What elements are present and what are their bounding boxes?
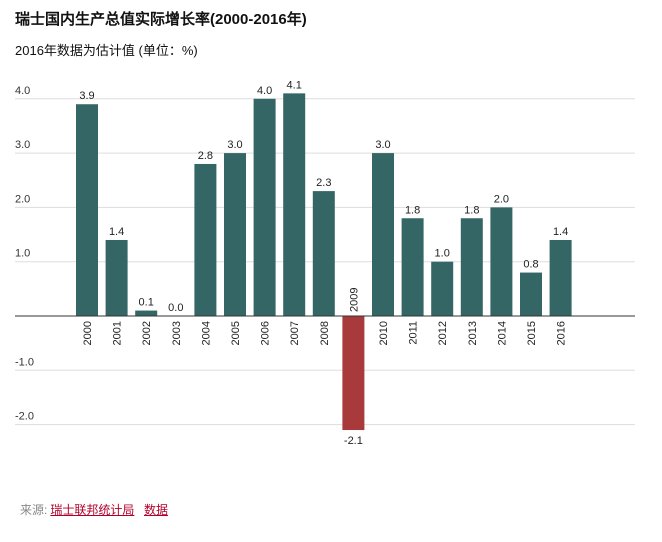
source-label: 来源: — [20, 503, 48, 517]
y-tick-label: 1.0 — [15, 248, 30, 260]
x-tick-label: 2003 — [171, 321, 183, 345]
x-tick-label: 2010 — [378, 321, 390, 345]
bar — [135, 310, 158, 316]
x-tick-label: 2016 — [556, 321, 568, 345]
source-link-data[interactable]: 数据 — [144, 503, 169, 517]
value-label: 4.0 — [257, 85, 272, 97]
bar — [224, 153, 246, 316]
bar — [253, 98, 276, 316]
bar — [549, 239, 572, 316]
x-tick-label: 2008 — [319, 321, 331, 345]
chart-title: 瑞士国内生产总值实际增长率(2000-2016年) — [15, 11, 307, 28]
bar — [372, 153, 394, 316]
y-tick-label: 2.0 — [15, 193, 30, 205]
bar — [283, 93, 306, 317]
x-tick-label: 2012 — [437, 321, 449, 345]
value-label: -2.1 — [344, 435, 363, 447]
y-tick-label: -2.0 — [15, 411, 34, 423]
y-tick-label: 3.0 — [15, 139, 30, 151]
bar — [76, 104, 98, 316]
x-tick-label: 2002 — [141, 321, 153, 345]
source-line: 来源: 瑞士联邦统计局 数据 — [20, 501, 168, 518]
value-label: 1.4 — [109, 226, 124, 238]
bar — [194, 163, 217, 316]
x-tick-label: 2014 — [496, 321, 508, 345]
x-tick-label: 2000 — [82, 321, 94, 345]
y-tick-label: -1.0 — [15, 356, 34, 368]
bar — [490, 207, 513, 316]
value-label: 2.3 — [316, 177, 331, 189]
bar — [431, 261, 454, 316]
value-label: 1.4 — [553, 226, 568, 238]
x-tick-label: 2004 — [200, 321, 212, 345]
bar-chart: 4.0 3.0 2.0 1.0 -1.0 -2.0 3.9 2000 1.4 2001 0.1 200… — [15, 79, 635, 447]
value-label: 3.9 — [79, 90, 94, 102]
value-label: 0.8 — [523, 259, 538, 271]
value-label: 0.0 — [168, 302, 183, 314]
bar — [460, 218, 483, 316]
value-label: 4.1 — [287, 79, 302, 91]
x-tick-label: 2007 — [289, 321, 301, 345]
value-label: 1.8 — [405, 204, 420, 216]
source-link-fso[interactable]: 瑞士联邦统计局 — [50, 503, 135, 517]
bar — [312, 191, 335, 316]
value-label: 0.1 — [139, 297, 154, 309]
x-tick-label: 2006 — [260, 321, 272, 345]
x-tick-label: 2015 — [526, 321, 538, 345]
x-tick-label: 2009 — [348, 288, 360, 312]
value-label: 2.8 — [198, 150, 213, 162]
bar — [342, 316, 365, 431]
value-label: 1.8 — [464, 204, 479, 216]
value-label: 2.0 — [494, 193, 509, 205]
bar — [401, 218, 424, 316]
value-label: 1.0 — [435, 248, 450, 260]
x-tick-label: 2005 — [230, 321, 242, 345]
x-tick-label: 2011 — [408, 321, 420, 345]
y-tick-label: 4.0 — [15, 85, 30, 97]
value-label: 3.0 — [375, 139, 390, 151]
x-tick-label: 2013 — [467, 321, 479, 345]
chart-subtitle: 2016年数据为估计值 (单位：%) — [15, 43, 198, 58]
bar — [105, 239, 128, 316]
value-label: 3.0 — [227, 139, 242, 151]
bar — [520, 272, 542, 316]
x-tick-label: 2001 — [112, 321, 124, 345]
